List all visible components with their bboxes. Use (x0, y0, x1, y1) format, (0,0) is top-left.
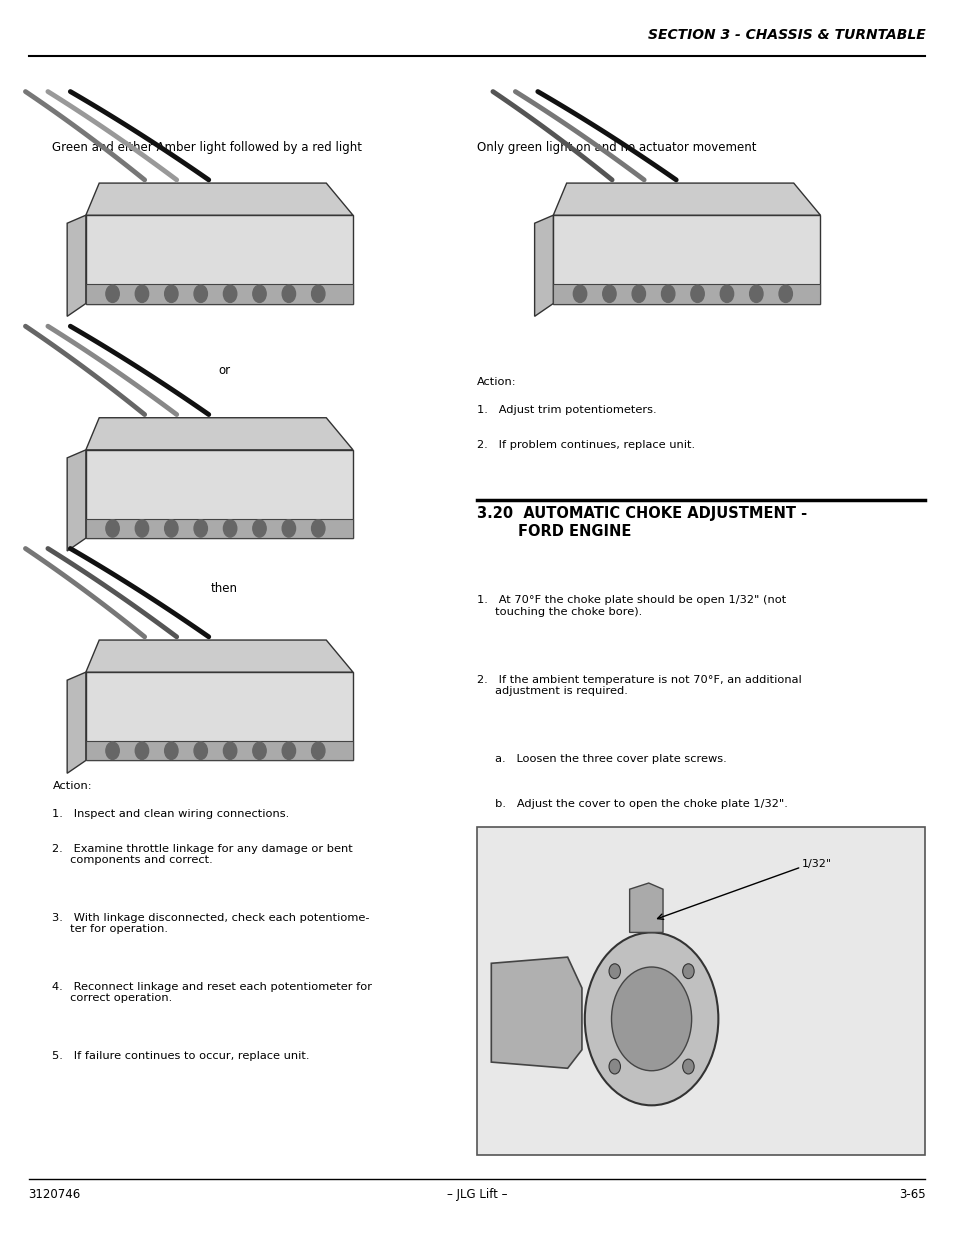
FancyBboxPatch shape (553, 284, 820, 304)
Text: Only green light on and no actuator movement: Only green light on and no actuator move… (476, 141, 756, 154)
Circle shape (193, 285, 207, 303)
Text: SECTION 3 - CHASSIS & TURNTABLE: SECTION 3 - CHASSIS & TURNTABLE (647, 28, 924, 42)
FancyBboxPatch shape (476, 827, 924, 1155)
Text: 1.   Inspect and clean wiring connections.: 1. Inspect and clean wiring connections. (52, 809, 290, 819)
Polygon shape (67, 450, 86, 551)
Circle shape (608, 963, 619, 978)
Circle shape (312, 520, 325, 537)
Polygon shape (86, 640, 353, 672)
FancyBboxPatch shape (86, 519, 353, 538)
Circle shape (253, 742, 266, 760)
Circle shape (660, 285, 674, 303)
Text: or: or (218, 363, 230, 377)
Polygon shape (534, 215, 553, 316)
Polygon shape (553, 183, 820, 215)
Circle shape (608, 1060, 619, 1074)
Text: 3.20  AUTOMATIC CHOKE ADJUSTMENT -
        FORD ENGINE: 3.20 AUTOMATIC CHOKE ADJUSTMENT - FORD E… (476, 506, 806, 538)
Circle shape (682, 963, 694, 978)
Text: Action:: Action: (476, 377, 517, 387)
Circle shape (223, 742, 236, 760)
FancyBboxPatch shape (86, 672, 353, 761)
Circle shape (165, 520, 178, 537)
Text: – JLG Lift –: – JLG Lift – (446, 1188, 507, 1202)
Polygon shape (67, 215, 86, 316)
Circle shape (135, 285, 149, 303)
Circle shape (682, 1060, 694, 1074)
Circle shape (282, 520, 295, 537)
Text: 1.   Adjust trim potentiometers.: 1. Adjust trim potentiometers. (476, 405, 656, 415)
FancyBboxPatch shape (86, 215, 353, 304)
Circle shape (223, 285, 236, 303)
Text: 3-65: 3-65 (898, 1188, 924, 1202)
Circle shape (312, 285, 325, 303)
Circle shape (690, 285, 703, 303)
Text: 3.   With linkage disconnected, check each potentiome-
     ter for operation.: 3. With linkage disconnected, check each… (52, 913, 370, 934)
Circle shape (165, 285, 178, 303)
FancyBboxPatch shape (86, 284, 353, 304)
Text: 2.   If problem continues, replace unit.: 2. If problem continues, replace unit. (476, 440, 695, 450)
Circle shape (193, 742, 207, 760)
Circle shape (253, 285, 266, 303)
Circle shape (135, 742, 149, 760)
Text: Action:: Action: (52, 781, 92, 790)
Text: 4.   Reconnect linkage and reset each potentiometer for
     correct operation.: 4. Reconnect linkage and reset each pote… (52, 982, 372, 1003)
Circle shape (282, 742, 295, 760)
Text: Green and either Amber light followed by a red light: Green and either Amber light followed by… (52, 141, 362, 154)
Circle shape (573, 285, 586, 303)
Text: a.   Loosen the three cover plate screws.: a. Loosen the three cover plate screws. (476, 755, 726, 764)
Text: 2.   If the ambient temperature is not 70°F, an additional
     adjustment is re: 2. If the ambient temperature is not 70°… (476, 674, 801, 697)
Circle shape (106, 285, 119, 303)
Text: then: then (211, 582, 237, 595)
Circle shape (632, 285, 645, 303)
Text: 5.   If failure continues to occur, replace unit.: 5. If failure continues to occur, replac… (52, 1051, 310, 1061)
Circle shape (720, 285, 733, 303)
Polygon shape (67, 672, 86, 773)
Circle shape (165, 742, 178, 760)
Text: b.   Adjust the cover to open the choke plate 1/32".: b. Adjust the cover to open the choke pl… (476, 799, 787, 809)
FancyBboxPatch shape (86, 741, 353, 761)
Circle shape (135, 520, 149, 537)
Circle shape (602, 285, 616, 303)
Circle shape (584, 932, 718, 1105)
Circle shape (106, 520, 119, 537)
FancyBboxPatch shape (86, 450, 353, 538)
Circle shape (611, 967, 691, 1071)
Circle shape (312, 742, 325, 760)
Circle shape (223, 520, 236, 537)
Text: 1/32": 1/32" (801, 860, 831, 869)
FancyBboxPatch shape (553, 215, 820, 304)
Circle shape (749, 285, 762, 303)
Circle shape (193, 520, 207, 537)
Text: 1.   At 70°F the choke plate should be open 1/32" (not
     touching the choke b: 1. At 70°F the choke plate should be ope… (476, 595, 785, 616)
Polygon shape (629, 883, 662, 932)
Text: 3120746: 3120746 (29, 1188, 81, 1202)
Polygon shape (86, 183, 353, 215)
Circle shape (779, 285, 792, 303)
Polygon shape (491, 957, 581, 1068)
Circle shape (282, 285, 295, 303)
Circle shape (106, 742, 119, 760)
Circle shape (253, 520, 266, 537)
Text: 2.   Examine throttle linkage for any damage or bent
     components and correct: 2. Examine throttle linkage for any dama… (52, 844, 353, 864)
Polygon shape (86, 417, 353, 450)
